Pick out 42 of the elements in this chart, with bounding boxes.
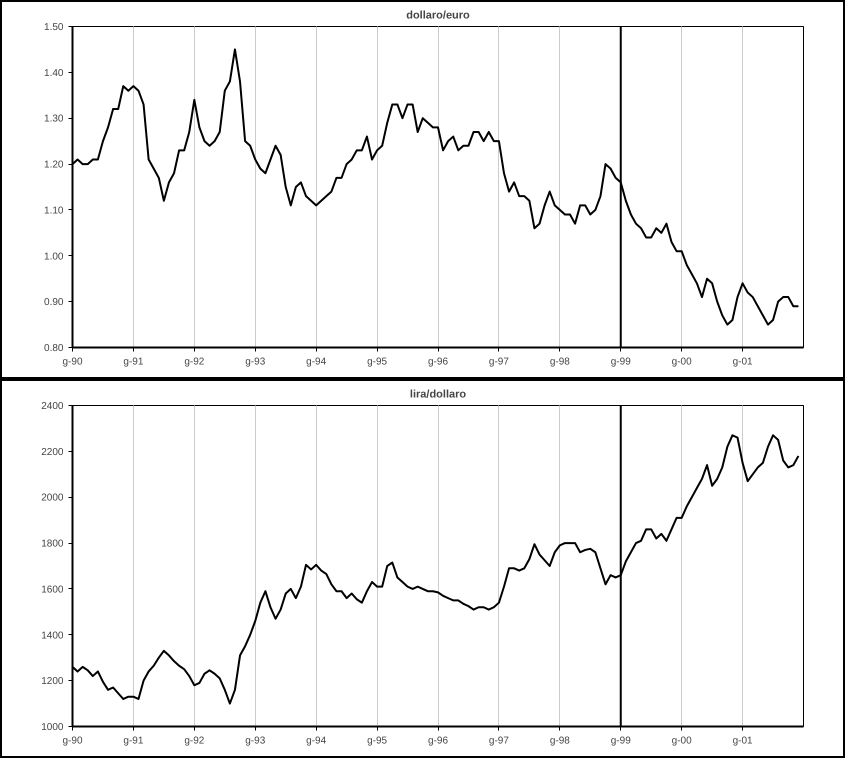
y-tick-label: 1.30 [44,114,64,125]
x-tick-label: g-90 [62,356,83,368]
x-tick-label: g-92 [184,356,205,368]
x-tick-label: g-96 [428,736,448,746]
y-tick-label: 2200 [41,446,64,458]
x-tick-label: g-01 [732,356,754,368]
x-tick-label: g-99 [610,356,632,368]
x-tick-label: g-96 [428,356,448,368]
y-tick-label: 0.80 [44,343,64,354]
x-tick-label: g-94 [306,356,327,368]
x-tick-label: g-93 [245,736,266,746]
y-tick-label: 1600 [41,584,64,596]
x-tick-label: g-98 [550,736,570,746]
x-tick-label: g-90 [62,736,83,746]
x-tick-label: g-91 [123,736,144,746]
x-tick-label: g-95 [367,736,388,746]
x-tick-label: g-00 [672,736,692,746]
x-tick-label: g-97 [488,356,510,368]
x-tick-label: g-91 [123,356,144,368]
y-tick-label: 1400 [41,630,64,642]
x-tick-label: g-92 [184,736,205,746]
chart-title: lira/dollaro [410,388,466,400]
x-tick-label: g-99 [610,736,632,746]
x-tick-label: g-94 [306,736,327,746]
y-tick-label: 1.50 [44,22,64,33]
y-tick-label: 1.10 [44,205,64,216]
x-tick-label: g-00 [672,356,692,368]
y-tick-label: 1200 [41,676,64,688]
x-tick-label: g-01 [732,736,754,746]
y-tick-label: 1.00 [44,251,64,262]
y-tick-label: 2000 [41,492,64,504]
x-tick-label: g-97 [488,736,510,746]
x-tick-label: g-95 [367,356,388,368]
y-tick-label: 1.40 [44,68,64,79]
chart-title: dollaro/euro [406,10,470,22]
y-tick-label: 1.20 [44,160,64,171]
y-tick-label: 2400 [41,401,64,412]
y-tick-label: 0.90 [44,297,64,308]
x-tick-label: g-93 [245,356,266,368]
y-tick-label: 1000 [41,722,64,733]
x-tick-label: g-98 [550,356,570,368]
y-tick-label: 1800 [41,538,64,550]
